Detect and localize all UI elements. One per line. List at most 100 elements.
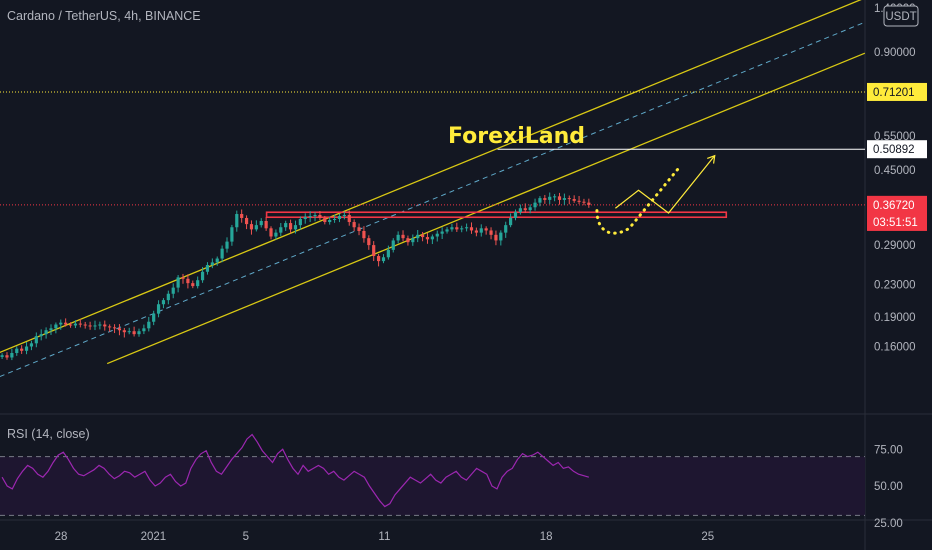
candle bbox=[64, 318, 68, 327]
candle bbox=[460, 225, 464, 233]
currency-button[interactable]: USDT bbox=[883, 5, 919, 27]
candle-body bbox=[49, 328, 53, 331]
candle-body bbox=[240, 214, 244, 218]
resistance-zone bbox=[265, 211, 728, 219]
candle-body bbox=[528, 207, 532, 211]
candle-body bbox=[298, 218, 302, 226]
candle-body bbox=[83, 324, 87, 326]
candle bbox=[367, 235, 371, 250]
candle bbox=[513, 209, 518, 221]
candle bbox=[401, 230, 405, 242]
candle-body bbox=[215, 258, 219, 263]
candle bbox=[323, 215, 327, 225]
candle bbox=[543, 194, 547, 204]
candle bbox=[504, 221, 508, 238]
candle-body bbox=[220, 248, 224, 259]
rsi-band-group bbox=[0, 456, 865, 516]
candle bbox=[440, 227, 444, 239]
candle bbox=[112, 324, 117, 334]
candle-body bbox=[567, 198, 571, 200]
candle bbox=[337, 213, 342, 223]
candle bbox=[347, 210, 351, 226]
candle bbox=[152, 310, 156, 326]
candle-body bbox=[386, 249, 390, 258]
candle-body bbox=[494, 234, 498, 241]
candle bbox=[557, 192, 562, 205]
candle bbox=[200, 266, 205, 283]
candle bbox=[391, 238, 395, 253]
candle bbox=[68, 322, 73, 328]
candle-body bbox=[235, 214, 239, 228]
time-tick-label: 5 bbox=[243, 531, 249, 543]
candle bbox=[132, 326, 136, 337]
candle-body bbox=[332, 218, 337, 220]
candle-body bbox=[142, 328, 146, 332]
candle bbox=[528, 204, 532, 214]
candle-body bbox=[425, 237, 430, 240]
candle bbox=[235, 210, 239, 232]
candle-body bbox=[347, 214, 351, 223]
candle bbox=[264, 217, 268, 231]
candle-body bbox=[416, 234, 420, 239]
candle bbox=[420, 231, 425, 242]
candle bbox=[523, 203, 527, 213]
candle-body bbox=[420, 234, 425, 238]
candle bbox=[171, 283, 175, 299]
candle bbox=[44, 327, 48, 339]
dotted-scenario-path bbox=[595, 164, 682, 235]
channel-mid-line bbox=[0, 21, 866, 378]
candle-body bbox=[230, 227, 234, 242]
candle-body bbox=[587, 202, 591, 205]
candle-body bbox=[59, 322, 63, 325]
rsi-axis-ticks: 75.00 50.00 25.00 bbox=[874, 444, 903, 530]
candle-body bbox=[303, 216, 307, 219]
candle bbox=[205, 262, 210, 275]
candle-body bbox=[548, 196, 552, 200]
candle-body bbox=[34, 336, 38, 344]
price-tag: 0.50892 bbox=[867, 140, 927, 159]
candle bbox=[455, 222, 459, 232]
candle bbox=[220, 245, 224, 263]
channel-lower-line bbox=[106, 52, 866, 365]
rsi-tick-label: 25.00 bbox=[874, 518, 903, 530]
candle-body bbox=[372, 245, 376, 257]
candle-body bbox=[523, 208, 527, 211]
candle-body bbox=[504, 225, 508, 233]
time-axis-ticks: 28 2021 5 11 18 25 bbox=[55, 531, 715, 543]
candle-body bbox=[440, 231, 444, 234]
candle-body bbox=[54, 324, 58, 329]
candle bbox=[29, 340, 34, 351]
candle-body bbox=[205, 265, 210, 272]
candle bbox=[215, 256, 219, 266]
candle-body bbox=[10, 353, 14, 358]
candle bbox=[332, 214, 337, 223]
candle-body bbox=[269, 228, 273, 237]
candle bbox=[73, 320, 78, 329]
candle bbox=[567, 195, 571, 205]
price-tag-box bbox=[867, 82, 927, 101]
candle-body bbox=[264, 221, 268, 229]
candle-body bbox=[186, 278, 190, 284]
price-tag-label: 0.71201 bbox=[873, 87, 915, 99]
candle-body bbox=[318, 214, 322, 218]
candle bbox=[156, 300, 161, 318]
candle-body bbox=[376, 256, 381, 262]
candle bbox=[230, 224, 234, 246]
candle bbox=[352, 219, 356, 232]
candle-body bbox=[489, 230, 493, 235]
candle bbox=[450, 223, 454, 232]
rsi-label: RSI (14, close) bbox=[7, 427, 90, 441]
candle bbox=[587, 198, 591, 208]
candle bbox=[499, 230, 503, 246]
candle-body bbox=[288, 223, 293, 230]
candle bbox=[20, 345, 24, 354]
candle bbox=[386, 245, 390, 260]
price-tag-label: 0.50892 bbox=[873, 144, 915, 156]
time-tick-label: 18 bbox=[540, 531, 553, 543]
price-tag-label: 03:51:51 bbox=[873, 217, 918, 229]
candle bbox=[430, 234, 434, 245]
time-tick-label: 25 bbox=[701, 531, 714, 543]
candle-body bbox=[108, 326, 112, 328]
candle-body bbox=[122, 330, 126, 333]
